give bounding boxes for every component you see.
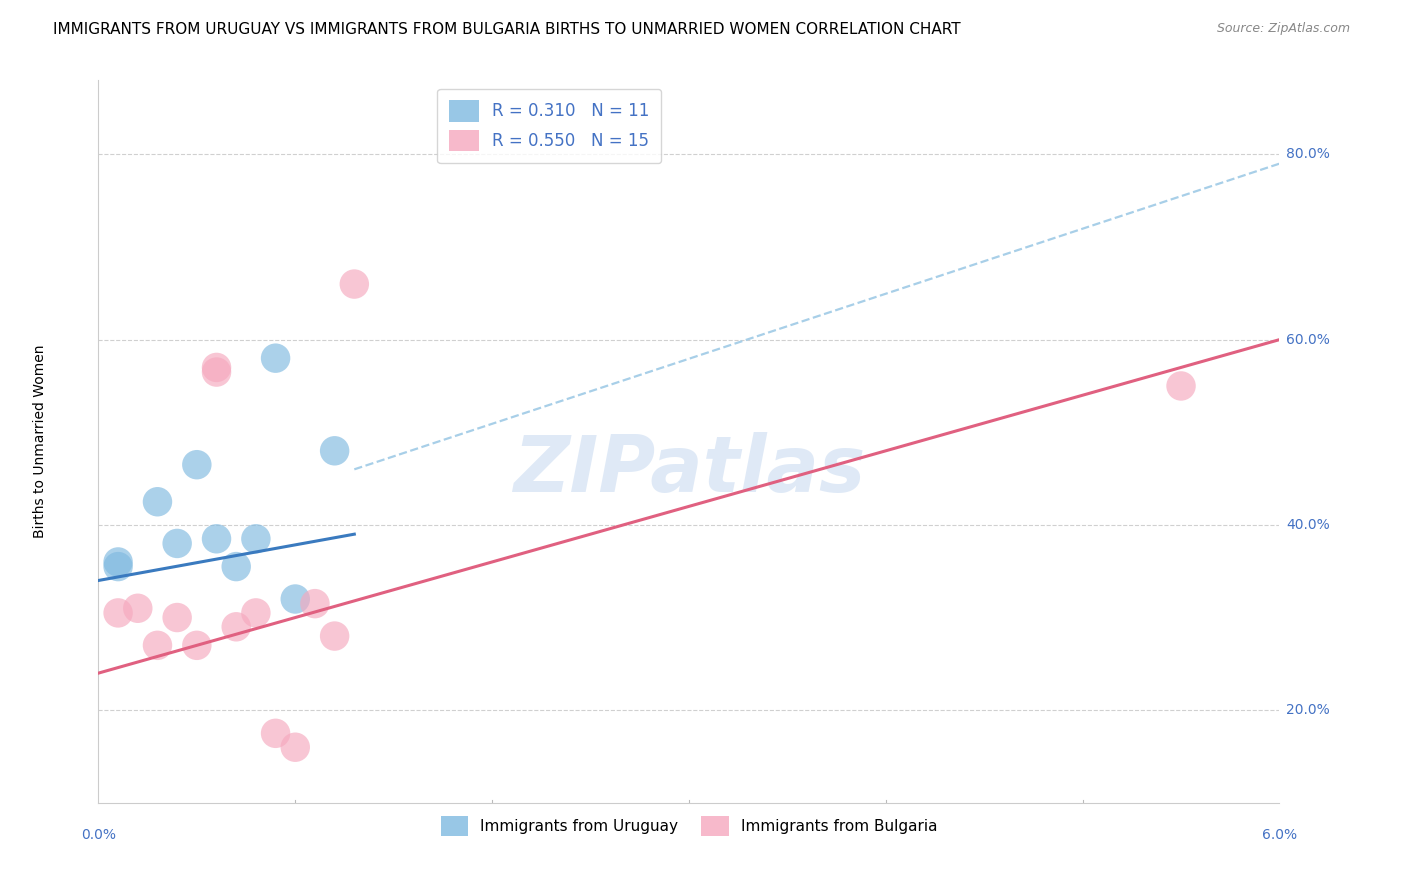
Point (127, 601, 149, 615)
Text: 20.0%: 20.0% (1286, 703, 1330, 717)
Point (264, 351, 287, 366)
Point (205, 360, 228, 375)
Point (146, 494, 169, 508)
Point (186, 638, 208, 652)
Point (284, 740, 307, 755)
Point (166, 610, 188, 624)
Text: 6.0%: 6.0% (1263, 828, 1296, 842)
Point (264, 726, 287, 740)
Point (107, 559, 129, 574)
Point (245, 532, 267, 546)
Point (205, 365, 228, 379)
Point (205, 532, 228, 546)
Point (225, 559, 247, 574)
Point (166, 536, 188, 550)
Text: 0.0%: 0.0% (82, 828, 115, 842)
Text: ZIPatlas: ZIPatlas (513, 433, 865, 508)
Text: 40.0%: 40.0% (1286, 518, 1330, 532)
Point (1170, 379, 1192, 393)
Text: 60.0%: 60.0% (1286, 333, 1330, 347)
Point (225, 620, 247, 634)
Text: Births to Unmarried Women: Births to Unmarried Women (34, 345, 46, 538)
Text: 80.0%: 80.0% (1286, 147, 1330, 161)
Point (146, 638, 169, 652)
Point (284, 592, 307, 607)
Point (304, 597, 326, 611)
Point (186, 458, 208, 472)
Legend: Immigrants from Uruguay, Immigrants from Bulgaria: Immigrants from Uruguay, Immigrants from… (434, 810, 943, 842)
Point (323, 629, 346, 643)
Text: Source: ZipAtlas.com: Source: ZipAtlas.com (1216, 22, 1350, 36)
Point (323, 443, 346, 458)
Point (107, 555, 129, 569)
Point (107, 606, 129, 620)
Point (343, 277, 366, 291)
Point (245, 606, 267, 620)
Text: IMMIGRANTS FROM URUGUAY VS IMMIGRANTS FROM BULGARIA BIRTHS TO UNMARRIED WOMEN CO: IMMIGRANTS FROM URUGUAY VS IMMIGRANTS FR… (53, 22, 962, 37)
